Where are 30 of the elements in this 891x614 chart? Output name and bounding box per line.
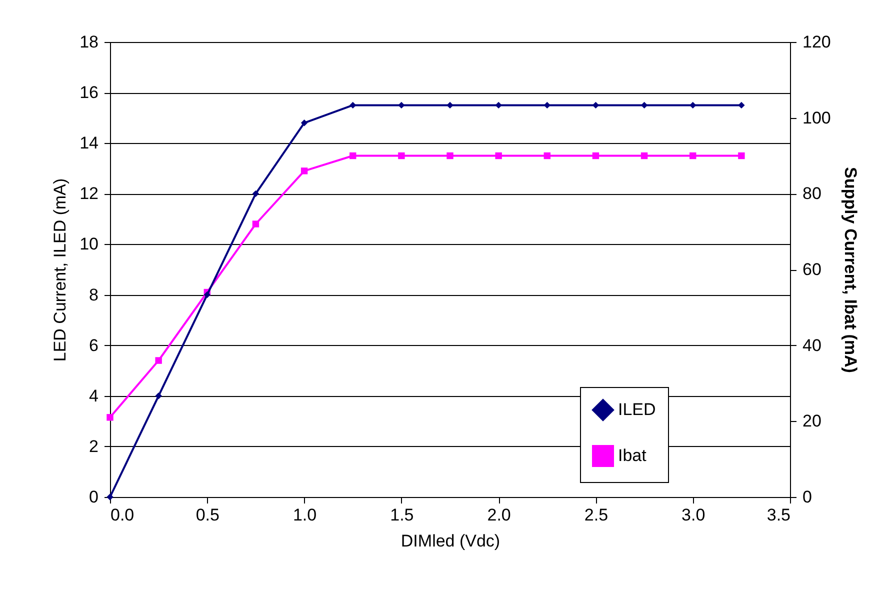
legend-label: Ibat xyxy=(618,446,647,465)
y2-tick-label: 100 xyxy=(802,108,831,128)
y-tick-label: 14 xyxy=(80,134,98,153)
x-tick-label: 0.0 xyxy=(110,506,134,524)
x-tick-label: 1.0 xyxy=(292,506,317,524)
y2-tick-label: 120 xyxy=(802,32,831,52)
x-tick-label: 1.5 xyxy=(390,506,414,524)
y-tick-label: 12 xyxy=(80,184,98,204)
y-tick-label: 0 xyxy=(89,488,98,506)
y2-axis-title: Supply Current, Ibat (mA) xyxy=(840,167,860,373)
y-tick-label: 4 xyxy=(89,386,98,406)
x-axis-title: DIMled (Vdc) xyxy=(400,532,500,550)
y2-tick-label: 60 xyxy=(802,260,822,279)
y-tick-label: 18 xyxy=(80,32,98,52)
y-tick-label: 2 xyxy=(89,436,98,456)
x-tick-label: 2.0 xyxy=(487,506,511,524)
y2-tick-label: 80 xyxy=(802,184,822,204)
x-tick-label: 3.0 xyxy=(682,506,706,524)
y2-tick-label: 0 xyxy=(802,488,812,506)
y2-tick-label: 20 xyxy=(802,412,822,431)
y-axis-title: LED Current, ILED (mA) xyxy=(50,178,70,362)
x-tick-label: 3.5 xyxy=(766,506,790,524)
y-tick-label: 10 xyxy=(80,234,98,254)
x-tick-label: 0.5 xyxy=(196,506,220,524)
x-tick-label: 2.5 xyxy=(584,506,608,524)
y-tick-label: 6 xyxy=(89,336,98,355)
y2-tick-label: 40 xyxy=(802,336,822,355)
y-tick-label: 16 xyxy=(80,83,98,102)
legend-label: ILED xyxy=(618,400,656,419)
y-tick-label: 8 xyxy=(89,285,98,304)
